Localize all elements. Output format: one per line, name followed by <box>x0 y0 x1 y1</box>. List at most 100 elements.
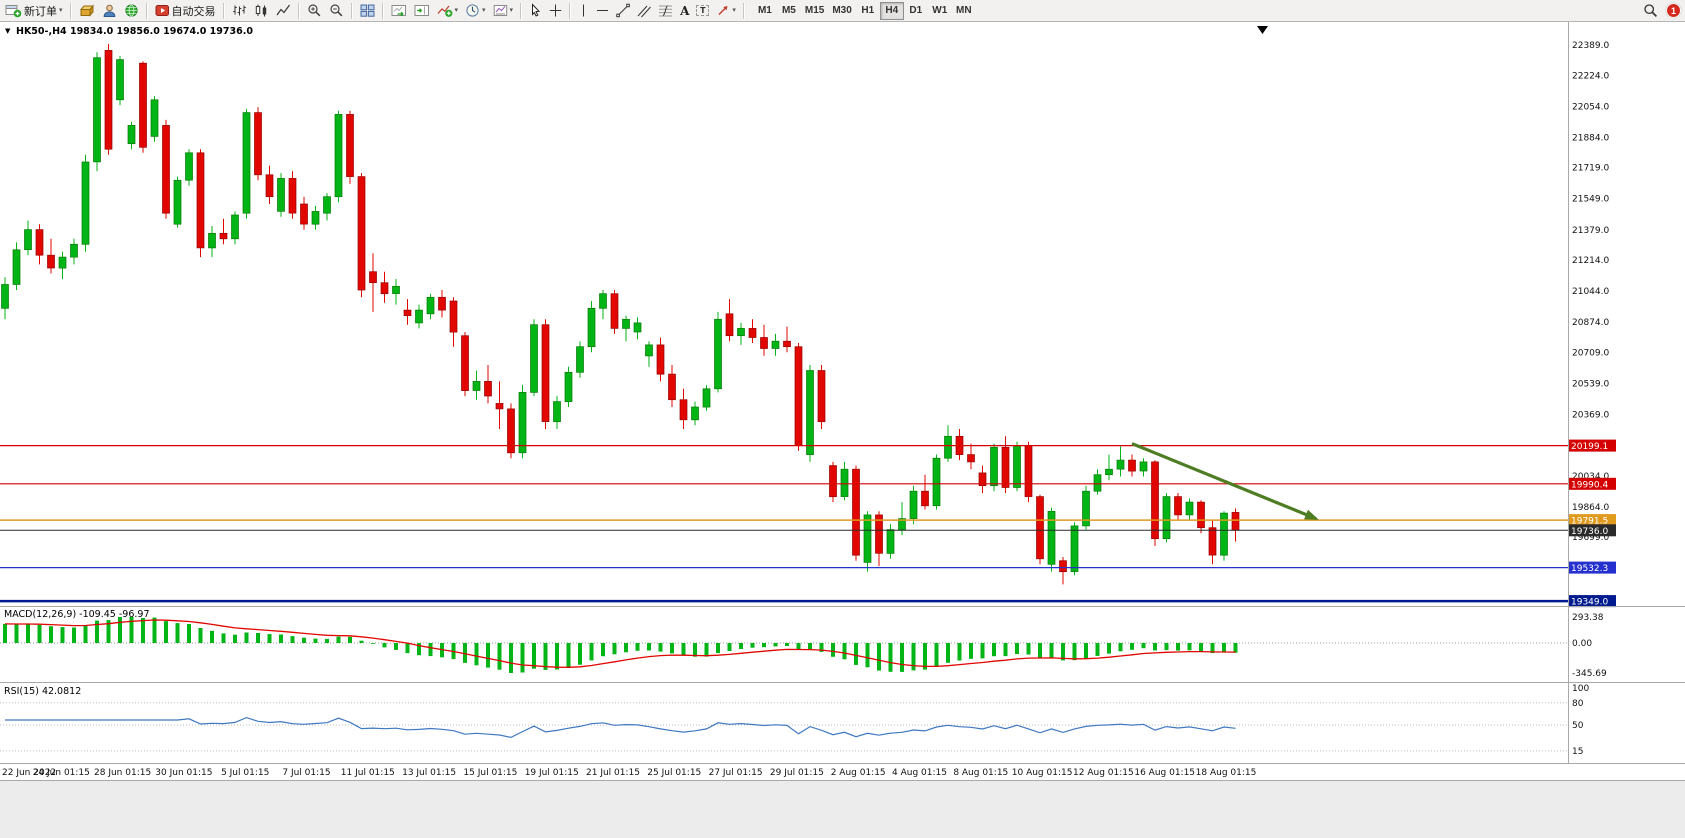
connection-icon <box>124 4 138 17</box>
timeframe-m5[interactable]: M5 <box>781 5 796 16</box>
svg-text:19736.0: 19736.0 <box>1571 527 1608 537</box>
separator <box>742 2 745 19</box>
market-watch-button[interactable] <box>76 1 98 21</box>
market-watch-icon <box>79 4 94 17</box>
svg-text:10 Aug 01:15: 10 Aug 01:15 <box>1012 768 1073 778</box>
zoom-in-button[interactable] <box>304 1 325 21</box>
zoom-out-button[interactable] <box>326 1 347 21</box>
periods-clock-icon <box>466 4 479 17</box>
templates-icon <box>493 5 507 16</box>
text-button[interactable]: A <box>677 1 692 21</box>
line-chart-button[interactable] <box>273 1 294 21</box>
svg-text:20199.1: 20199.1 <box>1571 442 1608 452</box>
svg-text:22054.0: 22054.0 <box>1572 102 1609 112</box>
price-badge <box>1568 561 1616 574</box>
svg-text:19349.0: 19349.0 <box>1571 598 1608 608</box>
arrows-button[interactable]: ▾ <box>713 1 739 21</box>
auto-trading-button[interactable]: 自动交易 <box>152 1 219 21</box>
channel-button[interactable] <box>634 1 654 21</box>
chart-menu-caret[interactable]: ▼ <box>5 27 11 35</box>
svg-text:15 Jul 01:15: 15 Jul 01:15 <box>463 768 517 778</box>
svg-text:22224.0: 22224.0 <box>1572 71 1609 81</box>
chart-shift-icon <box>414 5 429 16</box>
macd-signal-line <box>4 619 1236 668</box>
channel-icon <box>637 5 651 18</box>
toolbar-right: 1 <box>1640 1 1683 21</box>
horizontal-line-button[interactable] <box>593 1 612 21</box>
svg-text:4 Aug 01:15: 4 Aug 01:15 <box>892 768 947 778</box>
auto-scroll-button[interactable] <box>388 1 410 21</box>
svg-text:5 Jul 01:15: 5 Jul 01:15 <box>221 768 269 778</box>
svg-text:19 Jul 01:15: 19 Jul 01:15 <box>525 768 579 778</box>
svg-text:21 Jul 01:15: 21 Jul 01:15 <box>586 768 640 778</box>
window-bottom-area <box>0 781 1685 838</box>
svg-text:13 Jul 01:15: 13 Jul 01:15 <box>402 768 456 778</box>
svg-text:28 Jun 01:15: 28 Jun 01:15 <box>94 768 151 778</box>
new-order-label: 新订单 <box>24 5 57 18</box>
chart-shift-button[interactable] <box>411 1 433 21</box>
svg-text:2 Aug 01:15: 2 Aug 01:15 <box>831 768 886 778</box>
timeframe-m30[interactable]: M30 <box>832 5 852 16</box>
indicators-icon <box>437 5 452 17</box>
price-badge <box>1568 439 1616 452</box>
horizontal-line-icon <box>597 10 609 11</box>
trend-arrow-head <box>1304 509 1319 520</box>
line-chart-icon <box>276 4 290 16</box>
arrows-icon <box>718 6 728 15</box>
time-scale[interactable] <box>0 764 1568 780</box>
candlestick-chart-button[interactable] <box>251 1 272 21</box>
timeframe-toolbar: M1 M5 M15 M30 H1 H4 D1 W1 MN <box>753 1 976 20</box>
timeframe-h4[interactable]: H4 <box>879 1 904 20</box>
svg-text:24 Jun 01:15: 24 Jun 01:15 <box>33 768 90 778</box>
notification-badge[interactable]: 1 <box>1666 3 1681 18</box>
rsi-line <box>5 716 1236 739</box>
rsi-label: RSI(15) 42.0812 <box>4 686 82 697</box>
profile-button[interactable] <box>99 1 120 21</box>
svg-text:21044.0: 21044.0 <box>1572 287 1609 297</box>
chart-shift-marker[interactable] <box>1257 26 1268 34</box>
templates-button[interactable]: ▾ <box>490 1 517 21</box>
timeframe-d1[interactable]: D1 <box>909 5 923 16</box>
bar-chart-icon <box>232 5 246 16</box>
svg-text:30 Jun 01:15: 30 Jun 01:15 <box>155 768 212 778</box>
auto-trading-label: 自动交易 <box>171 5 216 18</box>
toolbar: 新订单 ▾ 自动交易 ▾ <box>0 0 1685 22</box>
chevron-down-icon: ▾ <box>509 7 514 14</box>
trendline-button[interactable] <box>613 1 633 21</box>
tile-windows-button[interactable] <box>357 1 378 21</box>
fibonacci-button[interactable] <box>655 1 676 21</box>
periods-button[interactable]: ▾ <box>462 1 489 21</box>
svg-text:29 Jul 01:15: 29 Jul 01:15 <box>770 768 824 778</box>
timeframe-m15[interactable]: M15 <box>804 5 825 16</box>
svg-text:21214.0: 21214.0 <box>1572 256 1609 266</box>
price-badge <box>1568 514 1616 527</box>
vertical-line-button[interactable] <box>575 1 592 21</box>
crosshair-button[interactable] <box>546 1 565 21</box>
svg-text:21379.0: 21379.0 <box>1572 226 1609 236</box>
price-scale[interactable] <box>1568 22 1685 763</box>
svg-text:100: 100 <box>1572 684 1589 694</box>
text-label-button[interactable]: T <box>693 1 712 21</box>
timeframe-h1[interactable]: H1 <box>861 5 875 16</box>
timeframe-m1[interactable]: M1 <box>757 5 772 16</box>
new-order-button[interactable]: 新订单 ▾ <box>2 1 66 21</box>
indicators-button[interactable]: ▾ <box>434 1 462 21</box>
svg-text:19699.0: 19699.0 <box>1572 533 1609 543</box>
timeframe-w1[interactable]: W1 <box>932 5 948 16</box>
separator <box>381 2 384 19</box>
timeframe-mn[interactable]: MN <box>956 5 972 16</box>
svg-text:21549.0: 21549.0 <box>1572 195 1609 205</box>
svg-text:20709.0: 20709.0 <box>1572 348 1609 358</box>
chevron-down-icon: ▾ <box>454 7 459 14</box>
trend-arrow[interactable] <box>1131 442 1317 521</box>
svg-text:20034.0: 20034.0 <box>1572 472 1609 482</box>
label-tool-icon: T <box>696 5 710 16</box>
connection-button[interactable] <box>121 1 142 21</box>
bar-chart-button[interactable] <box>229 1 250 21</box>
macd-label: MACD(12,26,9) -109.45 -96.97 <box>4 609 150 620</box>
price-badge <box>1568 477 1616 490</box>
cursor-button[interactable] <box>526 1 545 21</box>
search-button[interactable] <box>1640 1 1661 21</box>
price-badge <box>1568 595 1616 608</box>
